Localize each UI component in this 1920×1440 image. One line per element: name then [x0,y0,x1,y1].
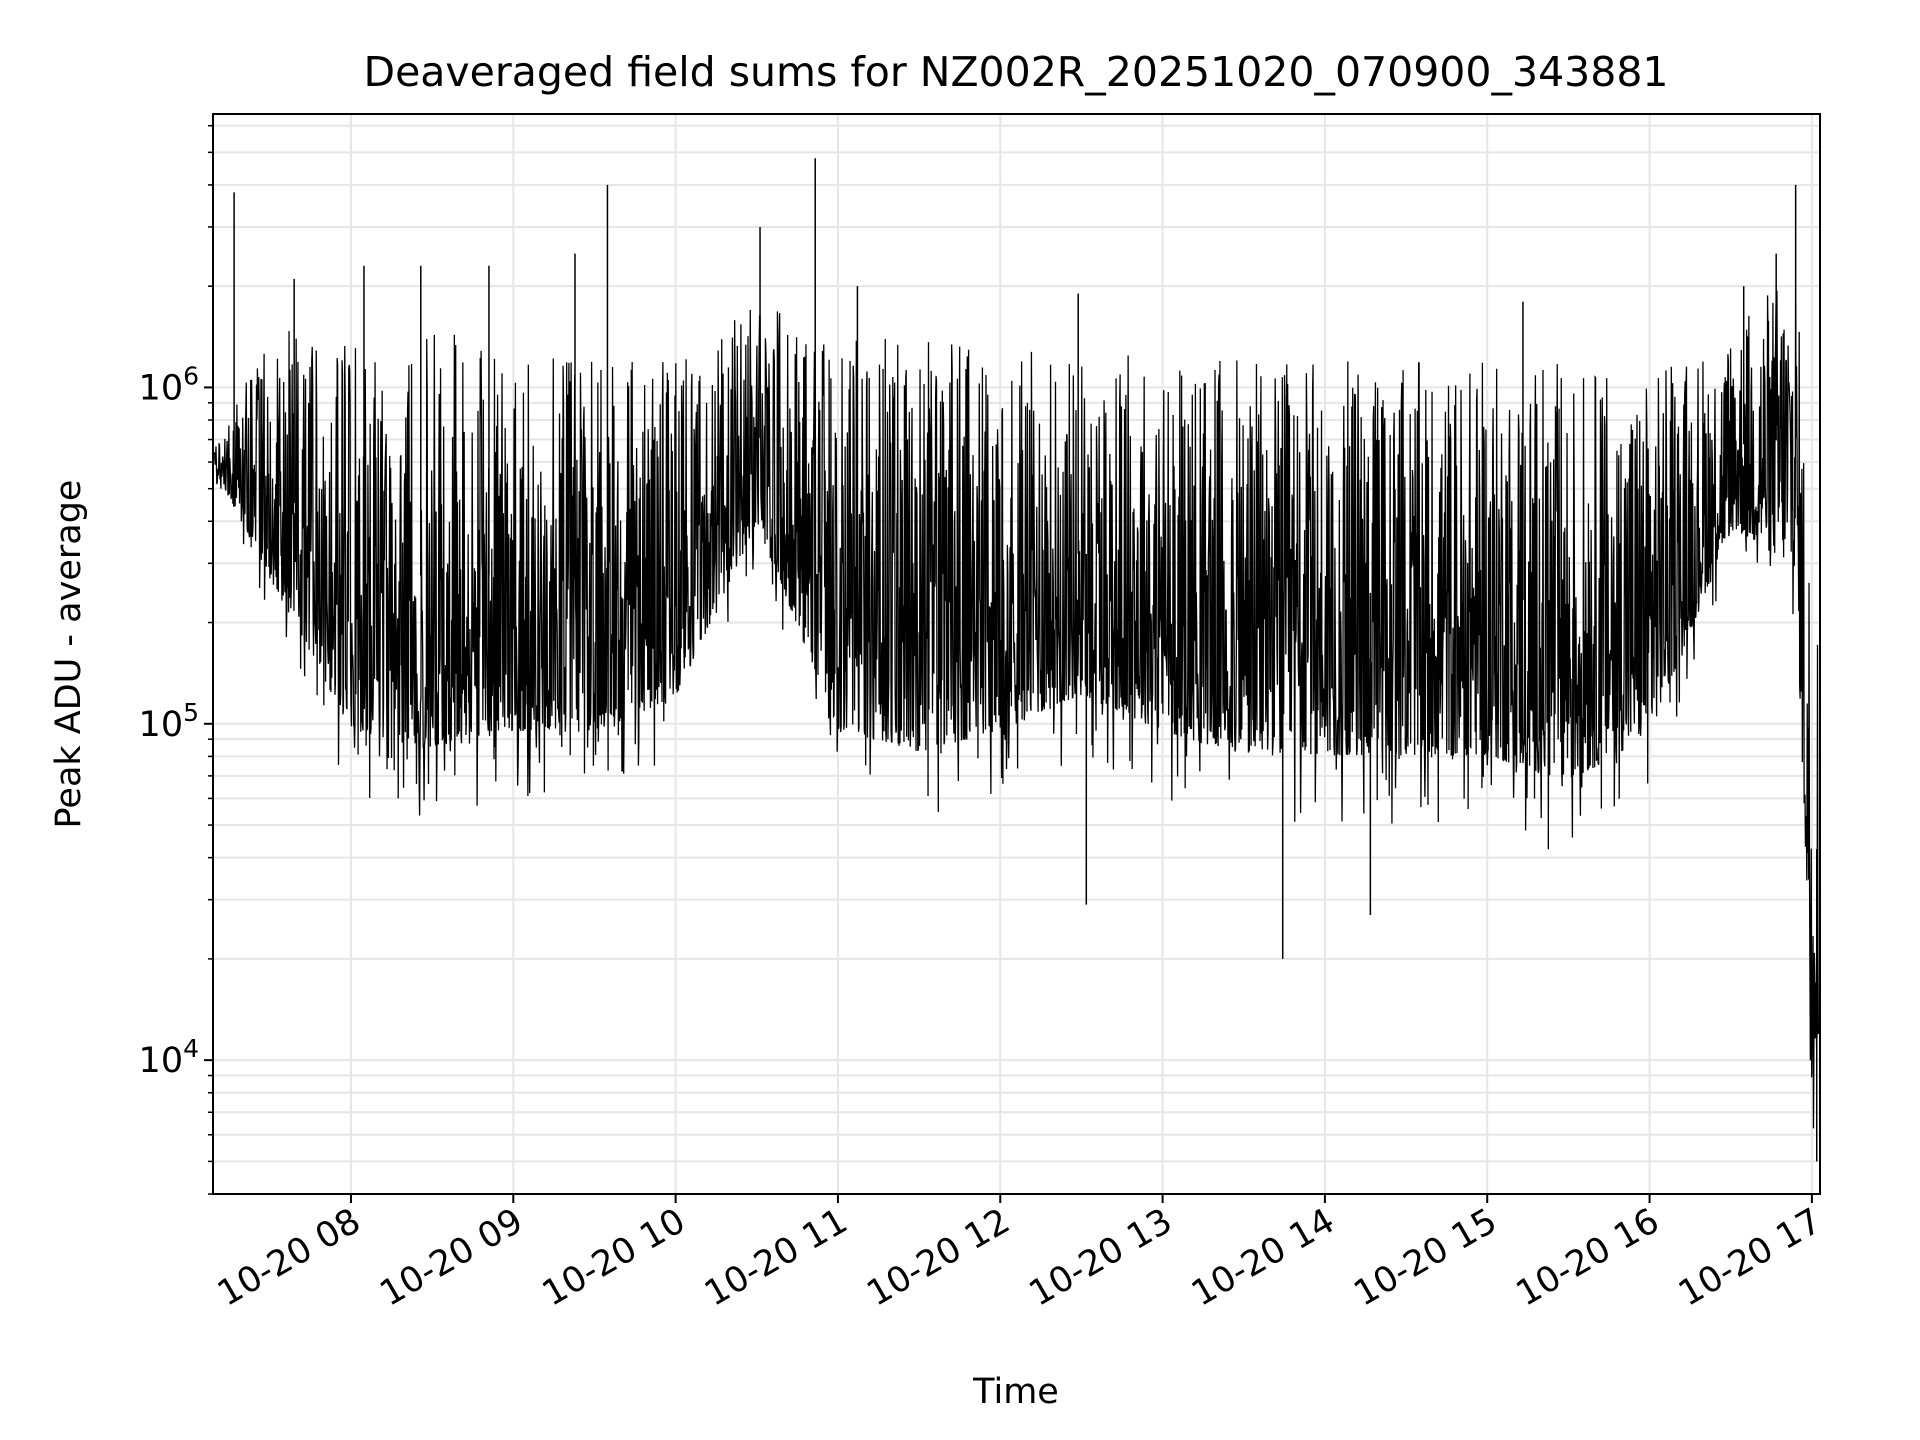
series-layer [213,158,1820,1162]
axes-frame [212,113,1821,1195]
y-tick-label: 106 [139,361,199,408]
x-axis-label: Time [972,1372,1059,1412]
y-tick-label: 104 [139,1034,199,1081]
chart-title: Deaveraged field sums for NZ002R_2025102… [364,48,1669,96]
y-axis-ticks: 104 105 106 [139,124,213,1195]
series-line [213,290,1820,1129]
y-tick-label: 105 [139,698,199,745]
minor-gridlines [213,124,1820,1195]
y-axis-label: Peak ADU - average [49,480,89,829]
